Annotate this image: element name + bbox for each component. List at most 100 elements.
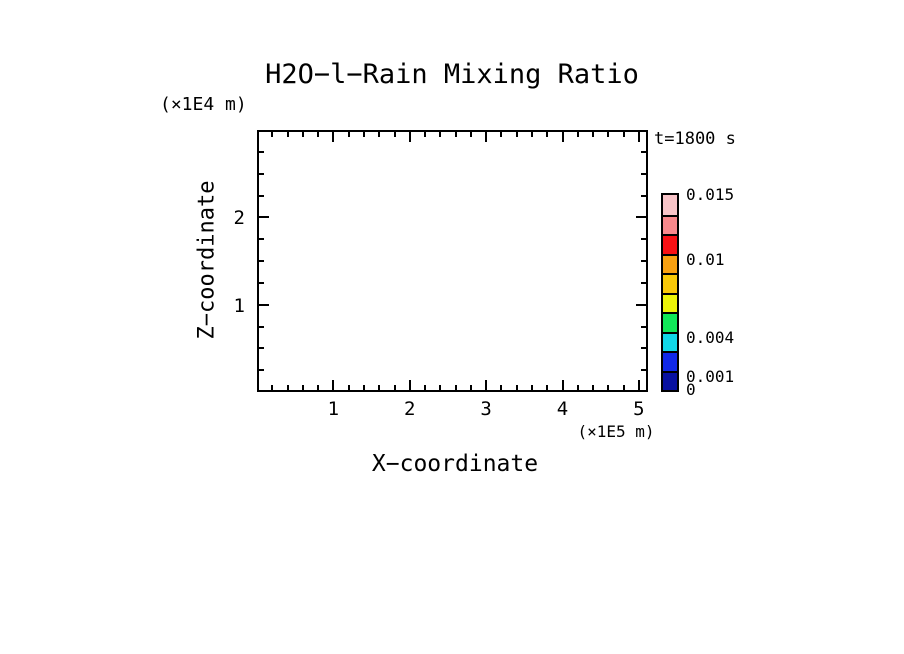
x-tick-mark (362, 385, 365, 390)
x-tick-mark (530, 385, 533, 390)
x-tick-mark (378, 132, 381, 137)
plot-title: H2O−l−Rain Mixing Ratio (265, 59, 639, 90)
y-tick-mark (259, 303, 269, 306)
x-tick-mark (500, 132, 503, 137)
x-tick-mark (592, 132, 594, 137)
x-tick-mark (469, 385, 472, 390)
x-tick-mark (301, 385, 304, 390)
x-tick-mark (271, 132, 274, 137)
x-tick-mark (301, 132, 304, 137)
colorbar-segment (663, 195, 677, 215)
y-tick-mark (259, 150, 264, 153)
y-tick-mark (636, 216, 646, 219)
y-tick-mark (641, 194, 646, 197)
x-tick-mark (485, 132, 488, 142)
x-tick-mark (393, 385, 396, 390)
colorbar-segment (663, 312, 677, 332)
colorbar-segment (663, 234, 677, 254)
x-tick-mark (271, 385, 274, 390)
x-tick-mark (637, 380, 640, 390)
x-tick-mark (347, 385, 350, 390)
y-tick-mark (641, 281, 646, 284)
x-tick-label: 4 (556, 398, 569, 420)
colorbar-label: 0.01 (686, 250, 725, 269)
y-tick-mark (641, 238, 646, 241)
x-tick-mark (607, 385, 610, 390)
colorbar-segment (663, 253, 677, 273)
y-tick-mark (259, 281, 264, 284)
y-tick-mark (259, 194, 264, 197)
x-tick-mark (607, 132, 610, 137)
x-tick-mark (439, 385, 442, 390)
x-tick-mark (362, 132, 365, 137)
y-tick-mark (259, 369, 264, 372)
x-tick-mark (530, 132, 533, 137)
x-tick-mark (317, 132, 320, 137)
colorbar (661, 193, 679, 392)
y-tick-mark (641, 325, 646, 328)
y-tick-mark (259, 347, 264, 350)
x-axis-unit-label: (×1E5 m) (577, 422, 655, 441)
x-tick-mark (622, 132, 625, 137)
y-tick-mark (259, 260, 264, 262)
colorbar-segment (663, 292, 677, 312)
x-tick-label: 1 (327, 398, 340, 420)
x-tick-mark (576, 385, 579, 390)
x-tick-mark (515, 385, 518, 390)
y-tick-mark (641, 260, 646, 262)
x-axis-title: X−coordinate (371, 451, 539, 477)
y-tick-mark (641, 347, 646, 350)
x-tick-mark (378, 385, 381, 390)
y-tick-mark (641, 150, 646, 153)
y-tick-mark (641, 369, 646, 372)
z-axis-title: Z−coordinate (194, 180, 220, 340)
y-tick-mark (641, 172, 646, 175)
x-tick-mark (332, 132, 335, 142)
x-tick-mark (424, 385, 426, 390)
x-tick-mark (546, 385, 549, 390)
y-tick-label: 2 (233, 207, 245, 230)
x-tick-mark (576, 132, 579, 137)
x-tick-mark (622, 385, 625, 390)
x-tick-mark (332, 380, 335, 390)
x-tick-mark (561, 132, 564, 142)
colorbar-segment (663, 273, 677, 293)
y-axis-unit-label: (×1E4 m) (160, 94, 247, 115)
colorbar-segment (663, 331, 677, 351)
x-tick-mark (546, 132, 549, 137)
x-tick-mark (485, 380, 488, 390)
plot-frame (257, 130, 648, 392)
colorbar-segment (663, 370, 677, 390)
x-tick-mark (317, 385, 320, 390)
colorbar-label: 0.015 (686, 185, 735, 204)
y-tick-mark (259, 172, 264, 175)
x-tick-mark (515, 132, 518, 137)
colorbar-segment (663, 214, 677, 234)
x-tick-mark (393, 132, 396, 137)
x-tick-mark (500, 385, 503, 390)
x-tick-mark (454, 385, 457, 390)
x-tick-mark (408, 132, 411, 142)
x-tick-mark (469, 132, 472, 137)
y-tick-mark (636, 303, 646, 306)
x-tick-mark (286, 132, 289, 137)
x-tick-mark (439, 132, 442, 137)
colorbar-segment (663, 351, 677, 371)
x-tick-label: 5 (633, 398, 645, 420)
y-tick-mark (259, 238, 264, 241)
y-tick-mark (259, 325, 264, 328)
x-tick-label: 3 (480, 398, 492, 420)
x-tick-mark (592, 385, 594, 390)
x-tick-mark (408, 380, 411, 390)
x-tick-mark (286, 385, 289, 390)
x-tick-mark (454, 132, 457, 137)
colorbar-label: 0.001 (686, 367, 735, 386)
colorbar-label: 0 (686, 380, 696, 399)
x-tick-mark (561, 380, 564, 390)
x-tick-label: 2 (404, 398, 416, 420)
colorbar-label: 0.004 (686, 328, 735, 347)
y-tick-mark (259, 216, 269, 219)
x-tick-mark (424, 132, 426, 137)
x-tick-mark (347, 132, 350, 137)
